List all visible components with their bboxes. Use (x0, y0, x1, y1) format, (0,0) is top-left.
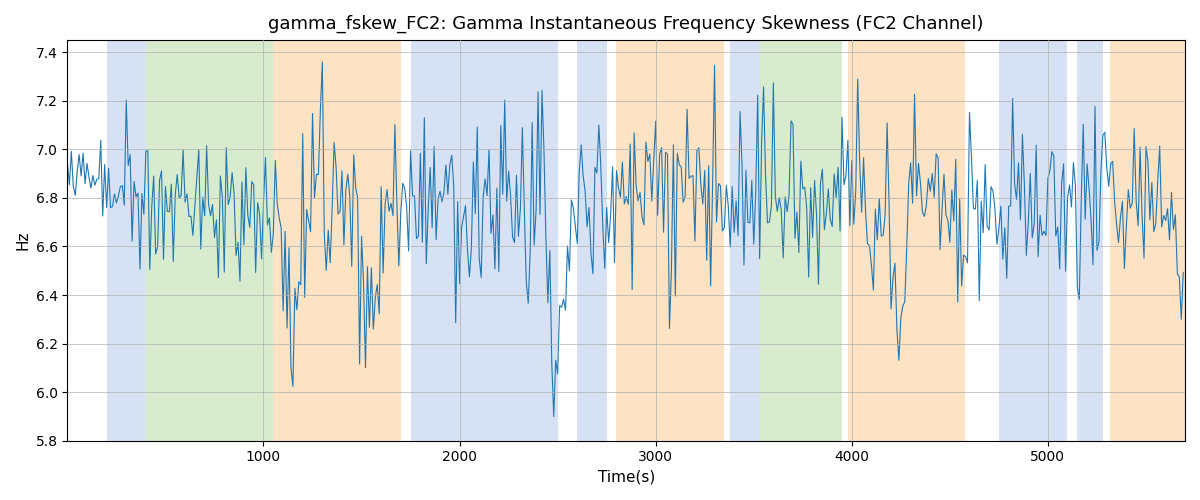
Bar (107, 40, 146, 440)
Bar (847, 40, 966, 440)
Bar (1110, 40, 1186, 440)
Bar (577, 40, 606, 440)
Bar (146, 40, 274, 440)
Bar (410, 40, 558, 440)
Bar (1078, 40, 1103, 440)
Title: gamma_fskew_FC2: Gamma Instantaneous Frequency Skewness (FC2 Channel): gamma_fskew_FC2: Gamma Instantaneous Fre… (269, 15, 984, 34)
Bar (998, 40, 1067, 440)
X-axis label: Time(s): Time(s) (598, 470, 655, 485)
Bar (760, 40, 842, 440)
Bar (617, 40, 725, 440)
Y-axis label: Hz: Hz (16, 230, 30, 250)
Bar (274, 40, 401, 440)
Bar (730, 40, 760, 440)
